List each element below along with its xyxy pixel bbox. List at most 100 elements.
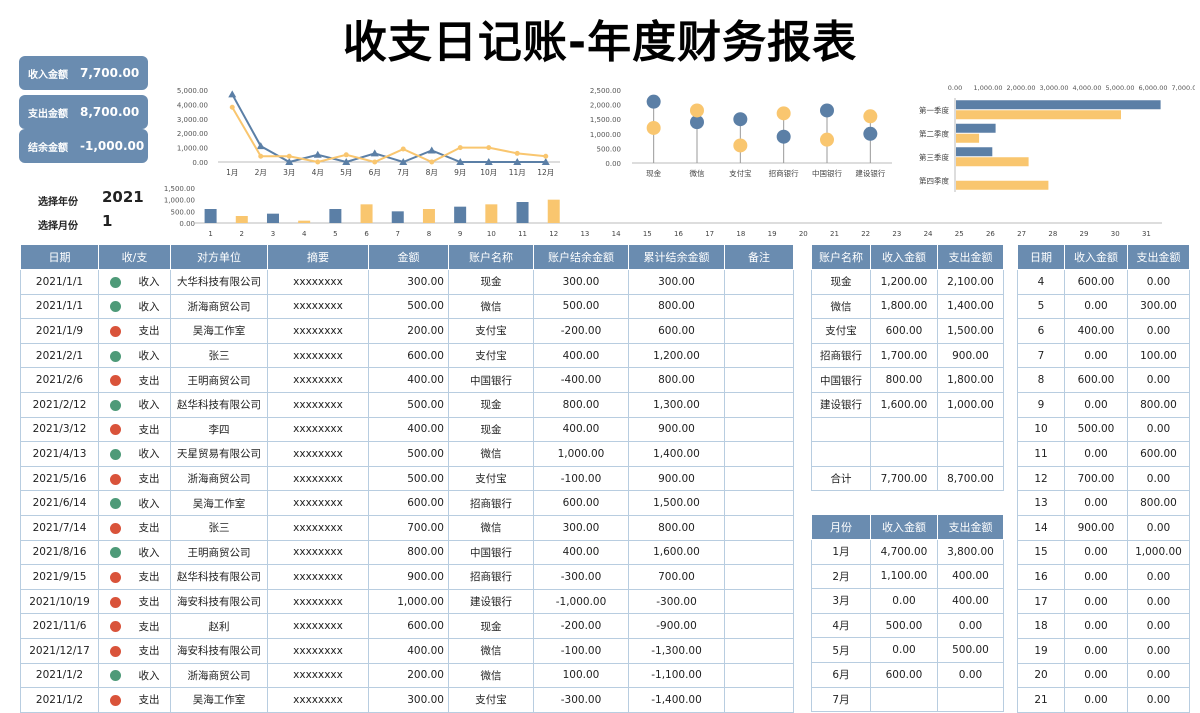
counterparty-cell: 吴海工作室 [170,318,268,344]
type-cell: 支出 [98,318,171,344]
table-cell: 21 [1017,687,1065,713]
amount-cell: 800.00 [368,539,449,566]
data-point [343,152,349,158]
y-tick-label: 500.00 [171,208,196,216]
monthly-line-chart: 5,000.00 4,000.00 3,000.00 2,000.00 1,000.00… [177,87,560,177]
counterparty-cell: 张三 [170,342,268,369]
data-point [315,159,321,165]
x-tick-label: 23 [892,230,901,238]
summary-cell: xxxxxxxx [267,293,369,320]
x-tick-label: 12月 [537,168,554,177]
account-cell: 微信 [448,441,534,467]
table-row[interactable]: 2021/1/1 收入 浙海商贸公司 xxxxxxxx 500.00 微信 500.00 80… [20,293,794,320]
column-header: 账户名称 [811,244,871,270]
table-cell: 7 [1017,342,1065,369]
x-tick-label: 15 [643,230,652,238]
expense-dot-icon [109,522,121,534]
table-row[interactable]: 2021/1/2 收入 浙海商贸公司 xxxxxxxx 200.00 微信 100.00 -1… [20,662,794,689]
monthly-summary-table: 月份 收入金额 支出金额 1月 4,700.00 3,800.00 2月 1,100.00 4… [811,514,1004,713]
date-cell: 2021/9/15 [20,564,99,590]
data-point [399,158,408,165]
x-tick-label: 24 [924,230,933,238]
cumulative-balance-cell: -900.00 [628,613,725,639]
series-line [231,93,546,164]
table-row[interactable]: 2021/12/17 支出 海安科技有限公司 xxxxxxxx 400.00 微信 -100… [20,637,794,664]
amount-cell: 500.00 [368,391,449,418]
type-cell: 收入 [98,342,171,369]
table-row[interactable]: 2021/2/1 收入 张三 xxxxxxxx 600.00 支付宝 400.00 1,200… [20,342,794,369]
table-cell: 1月 [811,539,871,565]
table-cell: 0.00 [1064,687,1128,713]
account-cell: 现金 [448,391,534,418]
table-row[interactable]: 2021/3/12 支出 李四 xxxxxxxx 400.00 现金 400.00 900.0… [20,416,794,443]
table-row[interactable]: 2021/1/9 支出 吴海工作室 xxxxxxxx 200.00 支付宝 -200.00 6… [20,318,794,344]
table-cell: 900.00 [937,342,1004,369]
table-row[interactable]: 2021/11/6 支出 赵利 xxxxxxxx 600.00 现金 -200.00 -900… [20,613,794,639]
table-cell: 500.00 [937,637,1004,663]
cumulative-balance-cell: 1,200.00 [628,342,725,369]
table-cell: 2,100.00 [937,269,1004,295]
amount-cell: 400.00 [368,367,449,393]
date-cell: 2021/12/17 [20,637,99,664]
table-row[interactable]: 2021/6/14 收入 吴海工作室 xxxxxxxx 600.00 招商银行 600.00… [20,490,794,516]
table-row[interactable]: 2021/4/13 收入 天星贸易有限公司 xxxxxxxx 500.00 微信 1,000… [20,441,794,467]
account-cell: 支付宝 [448,687,534,713]
month-selector[interactable]: 1 [102,212,113,230]
account-cell: 中国银行 [448,367,534,393]
table-cell: 1,700.00 [870,342,938,369]
cumulative-balance-cell: 900.00 [628,416,725,443]
x-tick-label: 6 [364,230,369,238]
table-row[interactable]: 2021/5/16 支出 浙海商贸公司 xxxxxxxx 500.00 支付宝 -100.0… [20,465,794,492]
table-cell: 600.00 [1064,367,1128,393]
table-row[interactable]: 2021/8/16 收入 王明商贸公司 xxxxxxxx 800.00 中国银行 400.0… [20,539,794,566]
table-row[interactable]: 2021/1/1 收入 大华科技有限公司 xxxxxxxx 300.00 现金 300.00… [20,269,794,295]
data-point [229,104,235,110]
y-tick-label: 2,000.00 [590,102,621,110]
counterparty-cell: 天星贸易有限公司 [170,441,268,467]
date-cell: 2021/2/12 [20,391,99,418]
table-row [811,416,1004,443]
note-cell [724,613,794,639]
table-cell: 600.00 [870,661,938,688]
data-point [372,159,378,165]
x-tick-label: 16 [674,230,683,238]
income-card: 收入金额 7,700.00 [19,56,148,90]
balance-card: 结余金额 -1,000.00 [19,129,148,163]
table-row: 合计 7,700.00 8,700.00 [811,465,1004,492]
table-cell: 0.00 [1064,293,1128,320]
table-cell: 17 [1017,588,1065,615]
note-cell [724,441,794,467]
y-tick-label: 0.00 [605,160,621,168]
table-cell: 1,800.00 [937,367,1004,393]
table-row[interactable]: 2021/9/15 支出 赵华科技有限公司 xxxxxxxx 900.00 招商银行 -30… [20,564,794,590]
bar [956,180,1049,190]
account-balance-cell: -300.00 [533,564,629,590]
table-row[interactable]: 2021/2/12 收入 赵华科技有限公司 xxxxxxxx 500.00 现金 800.0… [20,391,794,418]
table-cell: 0.00 [1127,318,1190,344]
table-row[interactable]: 2021/1/2 支出 吴海工作室 xxxxxxxx 300.00 支付宝 -300.00-… [20,687,794,713]
x-tick-label: 29 [1080,230,1089,238]
table-row[interactable]: 2021/2/6 支出 王明商贸公司 xxxxxxxx 400.00 中国银行 -400.0… [20,367,794,393]
amount-cell: 500.00 [368,465,449,492]
note-cell [724,637,794,664]
summary-cell: xxxxxxxx [267,367,369,393]
table-row: 现金 1,200.00 2,100.00 [811,269,1004,295]
cumulative-balance-cell: 1,300.00 [628,391,725,418]
table-cell: 中国银行 [811,367,871,393]
table-cell: 1,200.00 [870,269,938,295]
year-selector[interactable]: 2021 [102,188,144,206]
table-row[interactable]: 2021/10/19 支出 海安科技有限公司 xxxxxxxx 1,000.00 建设银行… [20,588,794,615]
date-cell: 2021/8/16 [20,539,99,566]
x-tick-label: 0.00 [948,84,962,92]
year-selector-label: 选择年份 [38,197,78,208]
x-tick-label: 28 [1048,230,1057,238]
table-cell: 0.00 [1064,588,1128,615]
column-header: 累计结余金额 [628,244,725,270]
table-cell: 0.00 [937,612,1004,639]
table-row[interactable]: 2021/7/14 支出 张三 xxxxxxxx 700.00 微信 300.00 800.0… [20,514,794,541]
x-tick-label: 6,000.00 [1139,84,1168,92]
column-header: 日期 [1017,244,1065,270]
date-cell: 2021/2/6 [20,367,99,393]
table-row: 中国银行 800.00 1,800.00 [811,367,1004,393]
bar [485,204,498,223]
